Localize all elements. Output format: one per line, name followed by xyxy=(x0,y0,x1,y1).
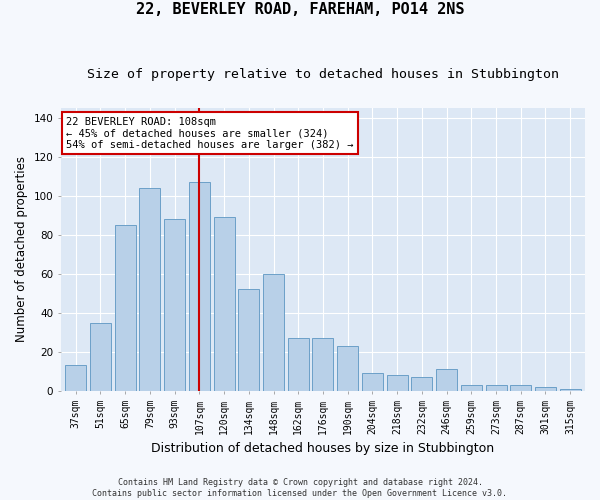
Text: 22, BEVERLEY ROAD, FAREHAM, PO14 2NS: 22, BEVERLEY ROAD, FAREHAM, PO14 2NS xyxy=(136,2,464,18)
Bar xyxy=(139,188,160,391)
Title: Size of property relative to detached houses in Stubbington: Size of property relative to detached ho… xyxy=(87,68,559,80)
Text: Contains HM Land Registry data © Crown copyright and database right 2024.
Contai: Contains HM Land Registry data © Crown c… xyxy=(92,478,508,498)
Y-axis label: Number of detached properties: Number of detached properties xyxy=(15,156,28,342)
Bar xyxy=(461,385,482,391)
Bar xyxy=(189,182,210,391)
Bar xyxy=(386,375,407,391)
Bar xyxy=(362,373,383,391)
Text: 22 BEVERLEY ROAD: 108sqm
← 45% of detached houses are smaller (324)
54% of semi-: 22 BEVERLEY ROAD: 108sqm ← 45% of detach… xyxy=(66,116,353,150)
Bar xyxy=(510,385,531,391)
Bar xyxy=(65,366,86,391)
Bar xyxy=(535,387,556,391)
Bar xyxy=(288,338,309,391)
Bar xyxy=(164,219,185,391)
Bar xyxy=(337,346,358,391)
Bar xyxy=(263,274,284,391)
Bar xyxy=(115,225,136,391)
Bar xyxy=(412,377,433,391)
Bar xyxy=(436,370,457,391)
Bar xyxy=(313,338,334,391)
Bar xyxy=(560,389,581,391)
Bar xyxy=(214,217,235,391)
Bar xyxy=(90,322,111,391)
Bar xyxy=(238,290,259,391)
X-axis label: Distribution of detached houses by size in Stubbington: Distribution of detached houses by size … xyxy=(151,442,494,455)
Bar xyxy=(485,385,506,391)
